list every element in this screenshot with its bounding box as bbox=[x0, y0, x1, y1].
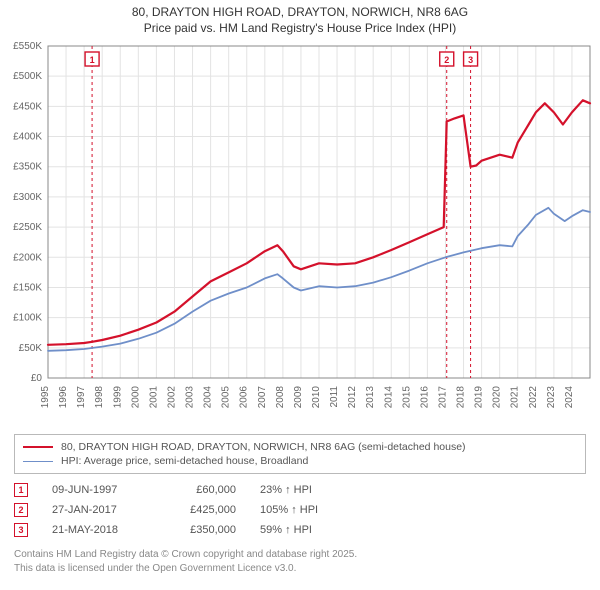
chart-area: £0 £50K £100K £150K £200K £250K £300K £350K £400… bbox=[0, 38, 600, 428]
events-table: 1 09-JUN-1997 £60,000 23% ↑ HPI 2 27-JAN-2017… bbox=[14, 480, 586, 540]
svg-text:£50K: £50K bbox=[19, 343, 43, 354]
svg-text:2009: 2009 bbox=[293, 386, 304, 409]
svg-text:1995: 1995 bbox=[40, 386, 51, 409]
svg-text:£250K: £250K bbox=[13, 222, 42, 233]
svg-text:1997: 1997 bbox=[76, 386, 87, 409]
footer-attribution: Contains HM Land Registry data © Crown c… bbox=[14, 548, 586, 575]
svg-text:2012: 2012 bbox=[347, 386, 358, 409]
svg-text:1998: 1998 bbox=[94, 386, 105, 409]
svg-text:2005: 2005 bbox=[221, 386, 232, 409]
event-date: 21-MAY-2018 bbox=[52, 524, 142, 536]
svg-text:£300K: £300K bbox=[13, 192, 42, 203]
svg-text:2015: 2015 bbox=[401, 386, 412, 409]
svg-text:2016: 2016 bbox=[419, 386, 430, 409]
svg-text:2021: 2021 bbox=[510, 386, 521, 409]
svg-text:2014: 2014 bbox=[383, 386, 394, 409]
svg-text:1996: 1996 bbox=[58, 386, 69, 409]
svg-text:2001: 2001 bbox=[148, 386, 159, 409]
event-delta: 59% ↑ HPI bbox=[260, 524, 350, 536]
svg-text:3: 3 bbox=[468, 55, 473, 65]
event-row: 1 09-JUN-1997 £60,000 23% ↑ HPI bbox=[14, 480, 586, 500]
legend-label: HPI: Average price, semi-detached house,… bbox=[61, 455, 308, 467]
event-marker: 3 bbox=[14, 523, 28, 537]
svg-text:2002: 2002 bbox=[166, 386, 177, 409]
svg-text:£400K: £400K bbox=[13, 132, 42, 143]
event-marker: 2 bbox=[14, 503, 28, 517]
svg-text:£0: £0 bbox=[31, 373, 43, 384]
legend-row: 80, DRAYTON HIGH ROAD, DRAYTON, NORWICH,… bbox=[23, 440, 577, 454]
line-chart-svg: £0 £50K £100K £150K £200K £250K £300K £350K £400… bbox=[0, 38, 600, 428]
svg-text:£150K: £150K bbox=[13, 283, 42, 294]
event-delta: 23% ↑ HPI bbox=[260, 484, 350, 496]
svg-text:2023: 2023 bbox=[546, 386, 557, 409]
svg-text:£450K: £450K bbox=[13, 102, 42, 113]
svg-text:£100K: £100K bbox=[13, 313, 42, 324]
event-delta: 105% ↑ HPI bbox=[260, 504, 350, 516]
footer-line1: Contains HM Land Registry data © Crown c… bbox=[14, 548, 586, 562]
event-price: £60,000 bbox=[166, 484, 236, 496]
svg-text:£550K: £550K bbox=[13, 41, 42, 52]
svg-text:2003: 2003 bbox=[185, 386, 196, 409]
svg-text:£200K: £200K bbox=[13, 253, 42, 264]
event-date: 27-JAN-2017 bbox=[52, 504, 142, 516]
svg-text:£350K: £350K bbox=[13, 162, 42, 173]
svg-text:1: 1 bbox=[90, 55, 95, 65]
svg-text:2007: 2007 bbox=[257, 386, 268, 409]
svg-text:2018: 2018 bbox=[456, 386, 467, 409]
event-marker: 1 bbox=[14, 483, 28, 497]
chart-title-line1: 80, DRAYTON HIGH ROAD, DRAYTON, NORWICH,… bbox=[0, 4, 600, 20]
chart-legend: 80, DRAYTON HIGH ROAD, DRAYTON, NORWICH,… bbox=[14, 434, 586, 474]
event-row: 3 21-MAY-2018 £350,000 59% ↑ HPI bbox=[14, 520, 586, 540]
event-price: £350,000 bbox=[166, 524, 236, 536]
svg-text:2022: 2022 bbox=[528, 386, 539, 409]
svg-text:2024: 2024 bbox=[564, 386, 575, 409]
svg-text:2011: 2011 bbox=[329, 386, 340, 408]
event-price: £425,000 bbox=[166, 504, 236, 516]
svg-text:2013: 2013 bbox=[365, 386, 376, 409]
legend-row: HPI: Average price, semi-detached house,… bbox=[23, 454, 577, 468]
svg-text:1999: 1999 bbox=[112, 386, 123, 409]
svg-text:2019: 2019 bbox=[474, 386, 485, 409]
svg-text:2000: 2000 bbox=[130, 386, 141, 409]
svg-text:£500K: £500K bbox=[13, 72, 42, 83]
svg-text:2004: 2004 bbox=[203, 386, 214, 409]
legend-swatch bbox=[23, 446, 53, 448]
svg-text:2: 2 bbox=[444, 55, 449, 65]
svg-text:2017: 2017 bbox=[437, 386, 448, 409]
svg-text:2008: 2008 bbox=[275, 386, 286, 409]
chart-title-block: 80, DRAYTON HIGH ROAD, DRAYTON, NORWICH,… bbox=[0, 0, 600, 38]
legend-swatch bbox=[23, 461, 53, 462]
event-date: 09-JUN-1997 bbox=[52, 484, 142, 496]
event-row: 2 27-JAN-2017 £425,000 105% ↑ HPI bbox=[14, 500, 586, 520]
legend-label: 80, DRAYTON HIGH ROAD, DRAYTON, NORWICH,… bbox=[61, 441, 466, 453]
chart-title-line2: Price paid vs. HM Land Registry's House … bbox=[0, 20, 600, 36]
footer-line2: This data is licensed under the Open Gov… bbox=[14, 562, 586, 576]
svg-text:2020: 2020 bbox=[492, 386, 503, 409]
svg-text:2006: 2006 bbox=[239, 386, 250, 409]
svg-text:2010: 2010 bbox=[311, 386, 322, 409]
